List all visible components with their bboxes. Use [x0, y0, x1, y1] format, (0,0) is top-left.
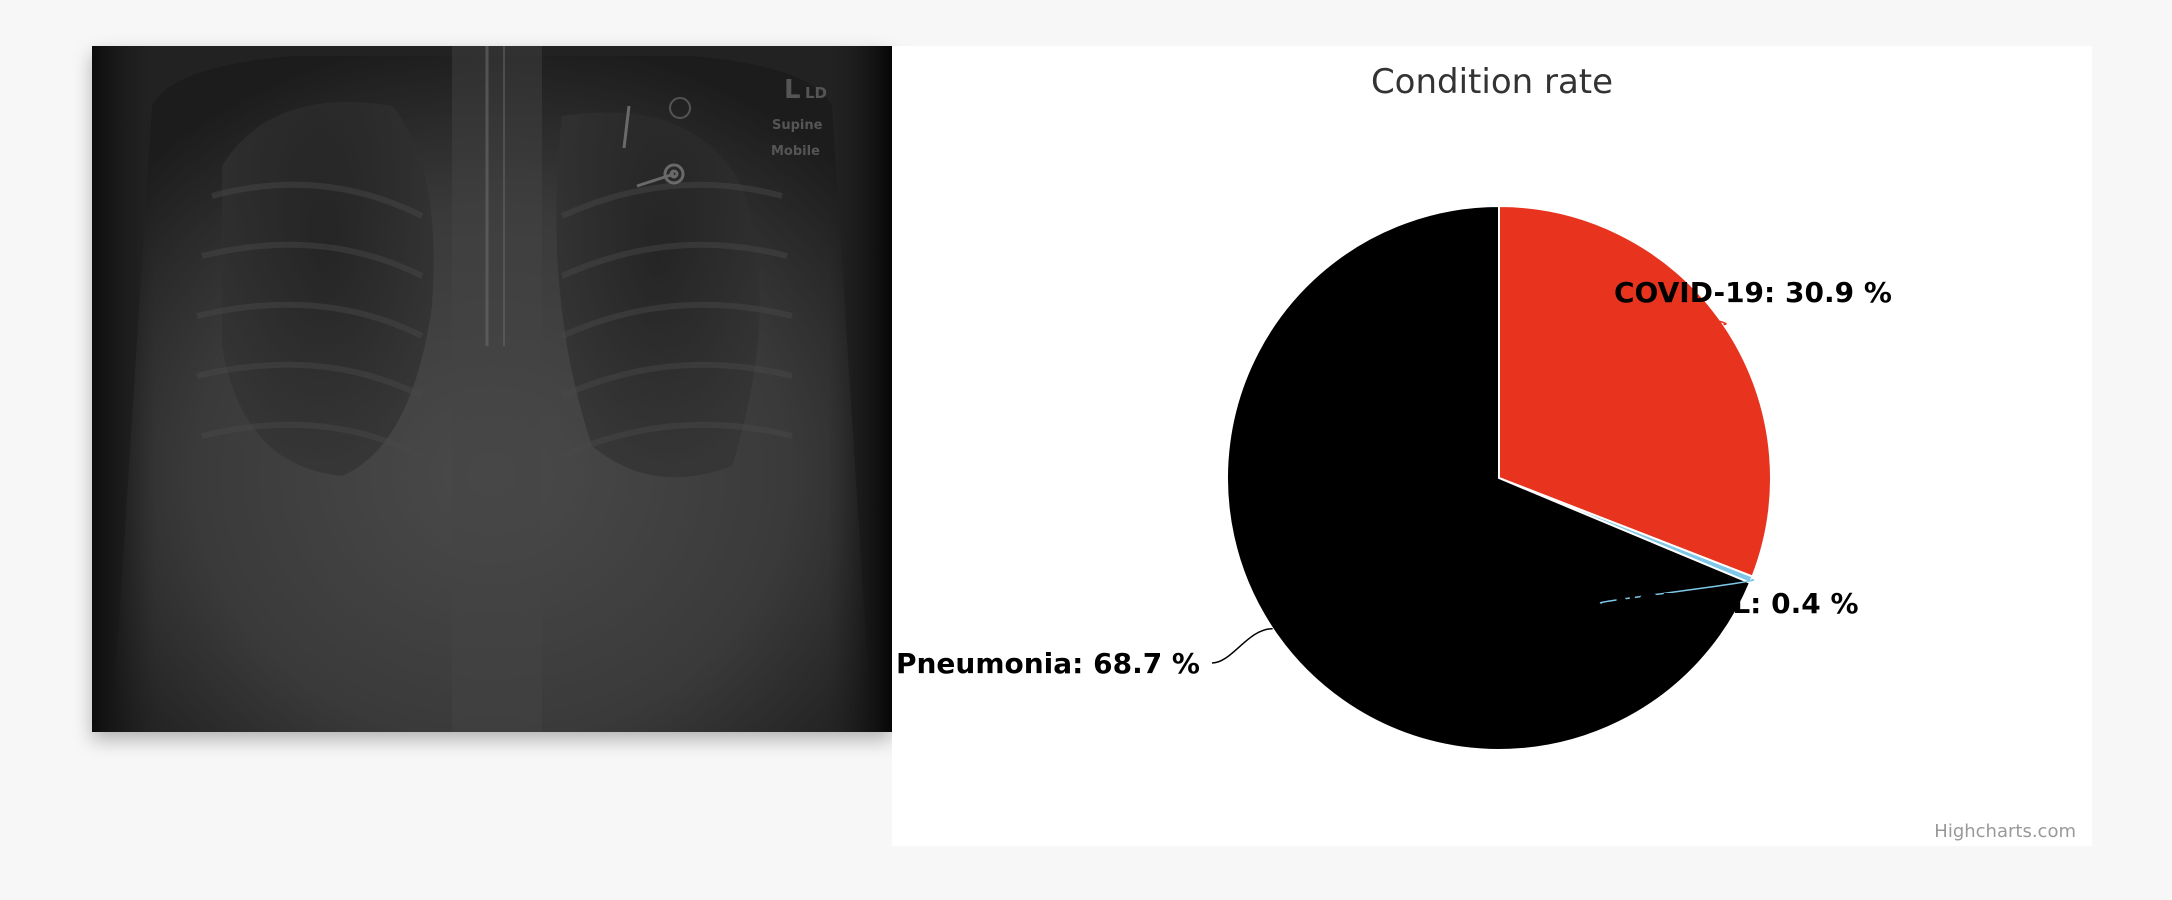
xray-graphic	[92, 46, 892, 732]
xray-position-label: Supine	[772, 118, 823, 133]
xray-annotations: L LD Supine Mobile	[771, 75, 827, 159]
pie-slices	[1226, 204, 1772, 751]
chart-container: Condition rate COVID-19: 30.9 % NORMAL: 0…	[892, 46, 2092, 846]
connector-covid-19	[1599, 291, 1727, 326]
data-label-normal: NORMAL: 0.4 %	[1614, 587, 1859, 620]
pie-slice-covid-19[interactable]	[1498, 204, 1772, 578]
xray-side-marker-sub: LD	[805, 84, 827, 102]
chest-xray-image: L LD Supine Mobile	[92, 46, 892, 732]
label-connectors	[1211, 291, 1755, 664]
pie-slice-pneumonia[interactable]	[1226, 204, 1752, 751]
data-label-covid-19: COVID-19: 30.9 %	[1614, 276, 1892, 309]
xray-mode-label: Mobile	[771, 144, 820, 159]
xray-side-marker: L	[784, 75, 801, 105]
slice-labels: COVID-19: 30.9 % NORMAL: 0.4 % Pneumonia: …	[896, 276, 1892, 680]
connector-pneumonia	[1211, 628, 1273, 664]
connector-normal	[1599, 578, 1755, 604]
highcharts-credits-link[interactable]: Highcharts.com	[1934, 821, 2076, 842]
pie-chart: Condition rate COVID-19: 30.9 % NORMAL: 0…	[896, 62, 2076, 842]
chart-title: Condition rate	[1371, 62, 1613, 102]
data-label-pneumonia: Pneumonia: 68.7 %	[896, 647, 1200, 680]
